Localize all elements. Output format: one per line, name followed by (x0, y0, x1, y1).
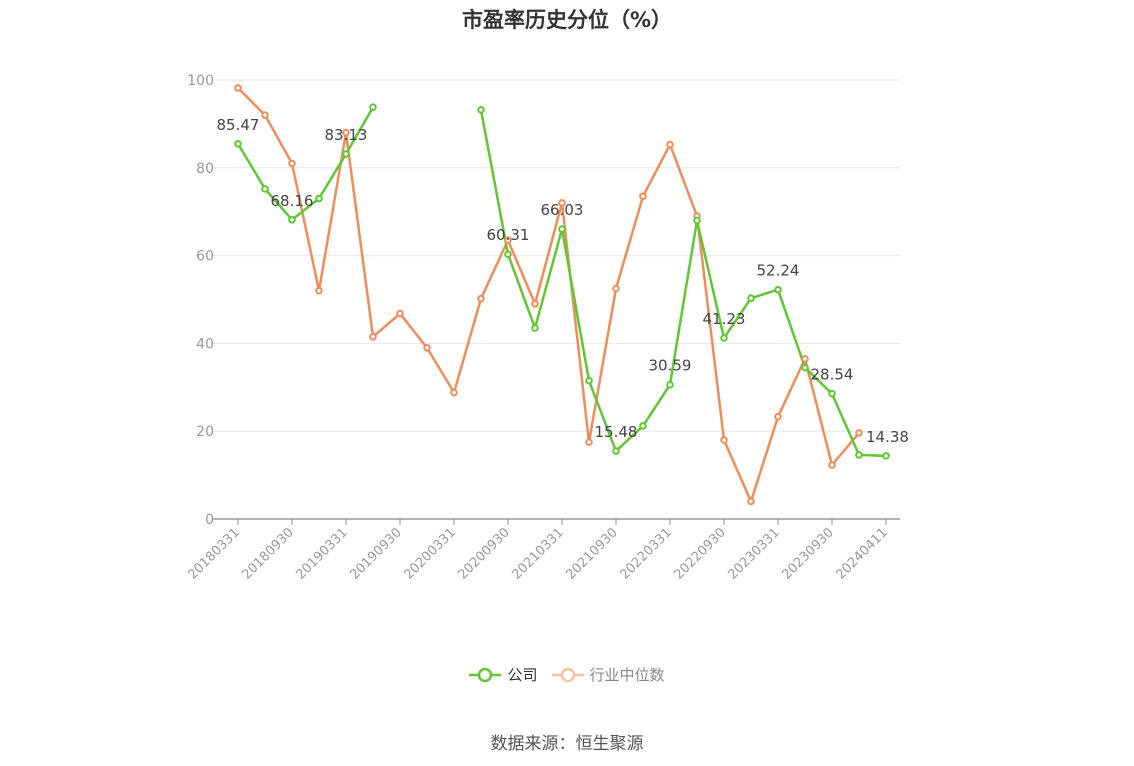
point-industry-20190331 (342, 128, 350, 137)
legend-symbol-company (469, 667, 502, 682)
point-company-20200930 (504, 250, 512, 259)
data-label-20220930: 41.23 (703, 310, 746, 328)
legend-item-industry[interactable]: 行业中位数 (551, 664, 665, 685)
x-tick-label-20200930: 20200930 (455, 525, 512, 582)
x-tick-label-20210930: 20210930 (563, 525, 620, 582)
point-industry-20200930 (504, 236, 512, 245)
point-industry-20220930 (720, 436, 728, 444)
y-tick-label-80: 80 (196, 161, 214, 177)
series-lines (236, 87, 887, 503)
data-label-20220331: 30.59 (649, 357, 692, 375)
point-company-20230930 (828, 389, 836, 398)
point-industry-20180630 (261, 111, 269, 119)
data-label-20210930: 15.48 (595, 423, 638, 441)
data-label-20200930: 60.31 (487, 226, 530, 244)
point-company-20220331 (666, 380, 674, 389)
y-tick-label-60: 60 (196, 249, 214, 265)
series-line-industry (237, 87, 860, 503)
legend: 公司 行业中位数 (0, 664, 1134, 685)
point-industry-20220331 (666, 140, 674, 149)
data-label-20230331: 52.24 (757, 262, 800, 280)
point-company-20240411 (882, 452, 890, 460)
data-label-20190331: 83.13 (325, 126, 368, 144)
point-company-20220930 (720, 334, 728, 342)
legend-item-company[interactable]: 公司 (469, 664, 538, 685)
point-company-20181231 (315, 194, 323, 203)
x-tick-label-20220331: 20220331 (617, 525, 674, 582)
y-axis: 0 20 40 60 80 100 (187, 73, 214, 528)
point-company-20230630 (801, 363, 809, 372)
y-tick-label-0: 0 (205, 512, 214, 528)
point-industry-20230331 (774, 412, 782, 421)
point-company-20200630 (477, 106, 485, 114)
point-company-20230331 (774, 285, 782, 294)
x-tick-label-20190930: 20190930 (347, 525, 404, 582)
x-tick-label-20180331: 20180331 (185, 525, 242, 582)
x-tick-label-20200331: 20200331 (401, 525, 458, 582)
point-company-20220630 (693, 216, 701, 225)
point-industry-20190930 (396, 309, 404, 318)
point-company-20190331 (342, 150, 350, 158)
data-label-20230930: 28.54 (811, 366, 854, 384)
point-company-20210630 (585, 376, 593, 385)
point-company-20231231 (855, 451, 863, 459)
y-tick-label-40: 40 (196, 336, 214, 352)
data-label-20180331: 85.47 (217, 116, 260, 134)
x-axis: 2018033120180930201903312019093020200331… (185, 518, 900, 583)
point-company-20201231 (531, 324, 539, 332)
point-company-20210930 (612, 447, 620, 455)
data-label-20210331: 66.03 (541, 201, 584, 219)
data-labels: 85.47 68.16 83.13 60.31 66.03 15.48 30.59 41.23… (217, 116, 909, 446)
point-industry-20181231 (315, 286, 323, 295)
point-company-20180930 (288, 215, 296, 224)
y-tick-label-100: 100 (187, 73, 214, 89)
point-company-20180331 (234, 139, 242, 148)
legend-symbol-industry (551, 667, 584, 682)
x-tick-label-20220930: 20220930 (671, 525, 728, 582)
x-tick-label-20230331: 20230331 (725, 525, 782, 582)
point-industry-20230630 (801, 354, 809, 363)
x-tick-label-20180930: 20180930 (239, 525, 296, 582)
series-points (234, 84, 890, 506)
data-source: 数据来源：恒生聚源 (490, 734, 644, 754)
point-industry-20191231 (423, 343, 431, 352)
point-industry-20231231 (855, 429, 863, 437)
x-tick-label-20210331: 20210331 (509, 525, 566, 582)
data-label-20180930: 68.16 (271, 192, 314, 210)
point-industry-20180930 (288, 159, 296, 168)
point-industry-20180331 (234, 84, 242, 92)
x-tick-label-20190331: 20190331 (293, 525, 350, 582)
point-industry-20210930 (612, 284, 620, 293)
series-line-company (236, 106, 887, 458)
point-industry-20200331 (450, 388, 458, 397)
y-tick-label-20: 20 (196, 424, 214, 440)
point-industry-20190630 (369, 333, 377, 341)
x-tick-label-20230930: 20230930 (779, 525, 836, 582)
point-industry-20211231 (639, 192, 647, 201)
chart-title: 市盈率历史分位（%） (461, 8, 673, 32)
point-industry-20200630 (477, 294, 485, 303)
point-company-20180630 (261, 185, 269, 193)
x-tick-label-20240411: 20240411 (833, 525, 890, 582)
point-company-20190630 (369, 103, 377, 112)
point-company-20221231 (747, 294, 755, 302)
legend-label-company: 公司 (507, 666, 538, 684)
data-label-20240411: 14.38 (866, 428, 909, 446)
legend-label-industry: 行业中位数 (589, 666, 665, 684)
point-industry-20221231 (747, 497, 755, 506)
point-industry-20230930 (828, 461, 836, 469)
point-company-20210331 (558, 225, 566, 233)
point-industry-20210630 (585, 438, 593, 446)
point-industry-20201231 (531, 300, 539, 308)
point-industry-20210331 (558, 199, 566, 207)
point-company-20211231 (639, 422, 647, 430)
